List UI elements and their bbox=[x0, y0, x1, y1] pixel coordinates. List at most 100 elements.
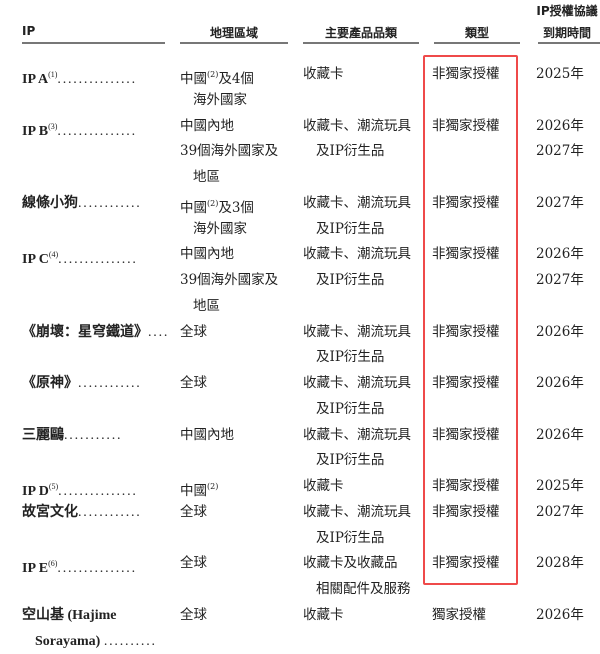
expiry-year: 2026年 bbox=[536, 117, 584, 134]
ip-name-text: 《原神》 bbox=[22, 376, 78, 391]
product-line: 及IP衍生品 bbox=[316, 272, 385, 288]
ip-name: 《崩壞：星穹鐵道》.... bbox=[22, 320, 169, 346]
header-expiry-line2: 到期時間 bbox=[542, 26, 591, 40]
leader-dots: .......... bbox=[103, 633, 157, 649]
region-text: 中國內地 bbox=[180, 117, 234, 134]
product-line: 及IP衍生品 bbox=[316, 143, 385, 160]
ip-name: 三麗鷗........... bbox=[22, 423, 122, 449]
product-line: 相關配件及服務 bbox=[316, 581, 411, 597]
region-text: 中國 bbox=[180, 71, 207, 87]
header-region: 地理區域 bbox=[209, 26, 258, 40]
ip-name-text: IP C bbox=[22, 252, 49, 268]
header-divider bbox=[180, 42, 288, 44]
region-text: 中國 bbox=[180, 199, 207, 216]
ip-name-text: IP E bbox=[22, 561, 49, 577]
region-text: 全球 bbox=[180, 503, 207, 520]
expiry-year: 2025年 bbox=[536, 66, 584, 82]
leader-dots: ............... bbox=[57, 123, 137, 139]
ip-name-text: Sorayama) bbox=[35, 633, 101, 649]
leader-dots: ............ bbox=[78, 195, 142, 211]
header-divider bbox=[434, 42, 520, 44]
footnote-ref: (1) bbox=[48, 70, 58, 79]
expiry-year: 2026年 bbox=[536, 323, 584, 340]
license-type: 非獨家授權 bbox=[432, 426, 500, 443]
footnote-ref: (5) bbox=[48, 482, 59, 491]
region-line: 39個海外國家及 bbox=[180, 268, 278, 294]
ip-name-text: IP B bbox=[22, 123, 49, 139]
region-line: 中國(2)及4個 bbox=[180, 62, 254, 88]
ip-name: 空山基 (Hajime bbox=[22, 603, 116, 629]
product-line: 收藏卡 bbox=[303, 606, 344, 623]
license-type: 非獨家授權 bbox=[432, 503, 500, 520]
footnote-ref: (2) bbox=[207, 482, 219, 491]
region-text: 地區 bbox=[193, 169, 220, 185]
header-divider bbox=[22, 42, 165, 44]
product-line: 收藏卡、潮流玩具 bbox=[303, 426, 411, 443]
leader-dots: ............... bbox=[58, 484, 138, 499]
expiry-year: 2026年 bbox=[536, 606, 584, 623]
region-text: 地區 bbox=[193, 297, 220, 314]
license-type: 非獨家授權 bbox=[432, 555, 500, 572]
product-line: 收藏卡 bbox=[303, 66, 344, 82]
footnote-ref: (2) bbox=[207, 198, 219, 208]
license-type: 非獨家授權 bbox=[432, 117, 500, 134]
product-line: 及IP衍生品 bbox=[316, 400, 385, 417]
product-line: 及IP衍生品 bbox=[316, 529, 385, 546]
ip-name-cont: Sorayama) .......... bbox=[35, 629, 157, 654]
expiry-year: 2027年 bbox=[536, 143, 584, 160]
license-type: 非獨家授權 bbox=[432, 478, 500, 494]
product-line: 及IP衍生品 bbox=[316, 349, 385, 366]
highlight-box bbox=[423, 55, 518, 585]
expiry-year: 2027年 bbox=[536, 272, 584, 288]
footnote-ref: (2) bbox=[207, 70, 219, 79]
ip-name-text: 三麗鷗 bbox=[22, 427, 64, 443]
product-line: 收藏卡 bbox=[303, 478, 344, 494]
product-line: 收藏卡及收藏品 bbox=[303, 555, 398, 572]
region-text: 39個海外國家及 bbox=[180, 272, 279, 288]
leader-dots: ............... bbox=[57, 72, 137, 87]
region-line: 中國內地 bbox=[180, 423, 234, 449]
product-line: 及IP衍生品 bbox=[316, 220, 385, 237]
ip-name: 線條小狗............ bbox=[22, 191, 142, 217]
footnote-ref: (3) bbox=[48, 121, 58, 131]
license-type: 非獨家授權 bbox=[432, 323, 500, 340]
expiry-year: 2026年 bbox=[536, 375, 584, 391]
leader-dots: ............ bbox=[78, 376, 142, 391]
leader-dots: ........... bbox=[64, 427, 123, 443]
ip-name-text: IP D bbox=[22, 484, 49, 499]
ip-name: IP B(3)............... bbox=[22, 114, 137, 140]
expiry-year: 2026年 bbox=[536, 426, 584, 443]
ip-name: IP A(1)............... bbox=[22, 62, 137, 88]
region-text: 全球 bbox=[180, 375, 207, 391]
region-text: 海外國家 bbox=[193, 91, 247, 108]
region-line: 中國(2) bbox=[180, 474, 218, 500]
region-line: 中國內地 bbox=[180, 114, 234, 140]
product-line: 收藏卡、潮流玩具 bbox=[303, 375, 411, 391]
expiry-year: 2028年 bbox=[536, 555, 584, 572]
region-line: 中國內地 bbox=[180, 242, 234, 268]
region-line: 中國(2)及3個 bbox=[180, 191, 254, 217]
header-type: 類型 bbox=[464, 26, 489, 40]
license-type: 非獨家授權 bbox=[432, 194, 500, 211]
ip-name: 故宮文化............ bbox=[22, 500, 142, 526]
ip-name: IP C(4)............... bbox=[22, 242, 138, 268]
region-line: 全球 bbox=[180, 371, 207, 397]
product-line: 收藏卡、潮流玩具 bbox=[303, 246, 411, 263]
ip-name-text: 故宮文化 bbox=[22, 504, 78, 520]
expiry-year: 2025年 bbox=[536, 478, 584, 494]
region-text: 全球 bbox=[180, 323, 207, 340]
license-type: 非獨家授權 bbox=[432, 66, 500, 82]
region-text: 中國 bbox=[180, 483, 207, 499]
license-type: 非獨家授權 bbox=[432, 246, 500, 263]
ip-name-text: IP A bbox=[22, 72, 49, 87]
region-line: 全球 bbox=[180, 320, 207, 346]
leader-dots: ............... bbox=[58, 252, 138, 268]
region-line: 全球 bbox=[180, 603, 207, 629]
header-divider bbox=[303, 42, 419, 44]
header-expiry-line1: IP授權協議 bbox=[536, 4, 598, 18]
header-ip: IP bbox=[22, 24, 36, 38]
region-text: 及4個 bbox=[218, 71, 254, 87]
product-line: 及IP衍生品 bbox=[316, 452, 385, 469]
header-product: 主要產品品類 bbox=[324, 26, 397, 40]
region-text: 海外國家 bbox=[193, 220, 247, 237]
